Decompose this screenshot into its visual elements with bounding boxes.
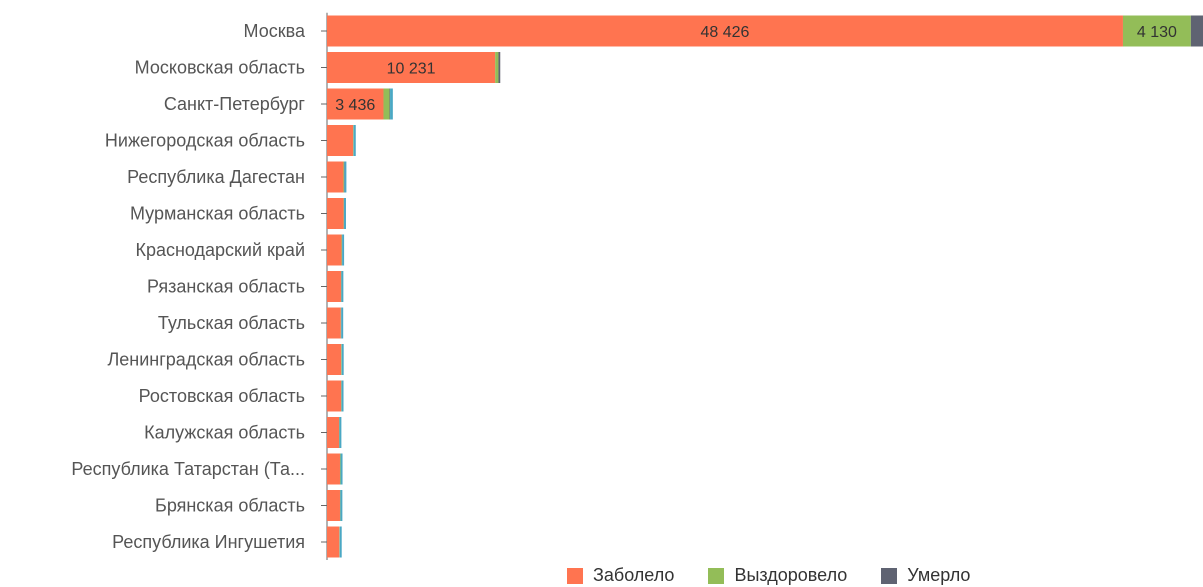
bar-segment-0[interactable] bbox=[327, 125, 354, 156]
bar-segment-0[interactable] bbox=[327, 526, 340, 558]
legend-item-infected[interactable]: Заболело bbox=[567, 565, 674, 586]
bar-segment-0[interactable] bbox=[327, 271, 341, 302]
legend-label-recovered: Выздоровело bbox=[734, 565, 848, 585]
bar-segment-0[interactable] bbox=[327, 52, 496, 83]
category-label: Мурманская область bbox=[130, 204, 305, 224]
bar-segment-0[interactable] bbox=[327, 15, 1123, 47]
stacked-bar-chart: Москва Московская область Санкт-Петербург Н… bbox=[71, 12, 1203, 560]
category-label: Нижегородская область bbox=[105, 131, 305, 151]
category-label: Краснодарский край bbox=[135, 240, 305, 260]
data-label: 48 426 bbox=[701, 24, 750, 41]
category-label: Ленинградская область bbox=[107, 350, 305, 370]
legend-label-infected: Заболело bbox=[593, 565, 675, 585]
category-label: Рязанская область bbox=[147, 277, 305, 297]
bar-segment-3[interactable] bbox=[339, 417, 342, 448]
bar-segment-3[interactable] bbox=[341, 271, 344, 302]
bar-segment-1[interactable] bbox=[383, 88, 390, 120]
bar-segment-3[interactable] bbox=[341, 344, 344, 375]
bar-segment-3[interactable] bbox=[340, 490, 343, 521]
legend-swatch-infected bbox=[567, 567, 583, 584]
bar-segment-0[interactable] bbox=[327, 417, 339, 448]
bar-segment-0[interactable] bbox=[327, 453, 340, 485]
bar-segment-2[interactable] bbox=[1190, 15, 1203, 47]
legend-item-deaths[interactable]: Умерло bbox=[881, 565, 970, 586]
data-label: 3 436 bbox=[335, 97, 375, 114]
category-label: Калужская область bbox=[144, 423, 305, 443]
category-label: Республика Дагестан bbox=[127, 167, 305, 187]
category-label: Москва bbox=[244, 21, 306, 41]
bars bbox=[327, 15, 1203, 558]
legend-swatch-deaths bbox=[881, 567, 898, 584]
bar-segment-0[interactable] bbox=[327, 88, 384, 120]
category-label: Санкт-Петербург bbox=[164, 94, 306, 114]
bar-segment-0[interactable] bbox=[327, 344, 342, 375]
bar-segment-3[interactable] bbox=[340, 453, 343, 485]
bar-segment-3[interactable] bbox=[344, 161, 347, 193]
bar-segment-0[interactable] bbox=[327, 234, 342, 266]
y-axis bbox=[321, 12, 328, 560]
category-label: Республика Татарстан (Та... bbox=[71, 459, 305, 479]
legend-swatch-recovered bbox=[708, 567, 725, 584]
bar-segment-0[interactable] bbox=[327, 380, 342, 412]
data-labels: 48 426 4 130 10 231 3 436 bbox=[335, 24, 1177, 114]
category-labels: Москва Московская область Санкт-Петербург Н… bbox=[71, 21, 306, 552]
bar-segment-3[interactable] bbox=[341, 307, 344, 339]
legend-item-recovered[interactable]: Выздоровело bbox=[708, 565, 847, 586]
legend-label-deaths: Умерло bbox=[907, 565, 971, 585]
bar-segment-3[interactable] bbox=[344, 198, 346, 229]
bar-segment-1[interactable] bbox=[1122, 15, 1191, 47]
bar-segment-0[interactable] bbox=[327, 161, 344, 193]
bar-segment-3[interactable] bbox=[342, 234, 345, 266]
bar-segment-3[interactable] bbox=[341, 380, 344, 412]
category-label: Ростовская область bbox=[139, 386, 305, 406]
bar-segment-0[interactable] bbox=[327, 490, 340, 521]
bar-segment-3[interactable] bbox=[390, 88, 393, 120]
bar-segment-1[interactable] bbox=[343, 161, 345, 193]
category-label: Брянская область bbox=[155, 496, 305, 516]
bar-segment-3[interactable] bbox=[339, 526, 342, 558]
category-label: Тульская область bbox=[158, 313, 305, 333]
bar-segment-3[interactable] bbox=[353, 125, 356, 156]
bar-segment-0[interactable] bbox=[327, 198, 344, 229]
data-label: 4 130 bbox=[1137, 24, 1177, 41]
bar-segment-0[interactable] bbox=[327, 307, 341, 339]
data-label: 10 231 bbox=[387, 61, 436, 78]
category-label: Республика Ингушетия bbox=[112, 532, 305, 552]
chart-legend: Заболело Выздоровело Умерло bbox=[567, 565, 1004, 586]
bar-segment-1[interactable] bbox=[495, 52, 499, 83]
bar-segment-2[interactable] bbox=[498, 52, 501, 83]
category-label: Московская область bbox=[135, 58, 305, 78]
